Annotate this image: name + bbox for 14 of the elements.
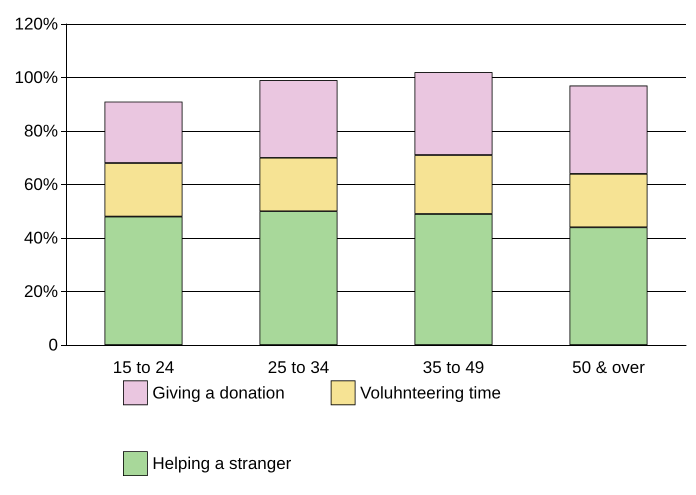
legend-label: Giving a donation — [152, 383, 285, 402]
y-tick-label: 100% — [14, 68, 58, 87]
x-tick-label: 35 to 49 — [422, 358, 484, 377]
y-tick-label: 40% — [24, 228, 58, 248]
x-tick-label: 25 to 34 — [268, 358, 330, 377]
y-tick-label: 60% — [24, 175, 58, 194]
y-tick-label: 20% — [24, 282, 58, 301]
x-tick-label: 50 & over — [572, 358, 646, 377]
y-tick-label: 80% — [24, 122, 58, 140]
legend-label: Voluhnteering time — [360, 383, 501, 402]
legend-label: Helping a stranger — [152, 454, 292, 474]
x-tick-label: 15 to 24 — [112, 358, 174, 377]
y-tick-label: 0 — [48, 336, 58, 354]
y-tick-label: 120% — [14, 14, 58, 34]
